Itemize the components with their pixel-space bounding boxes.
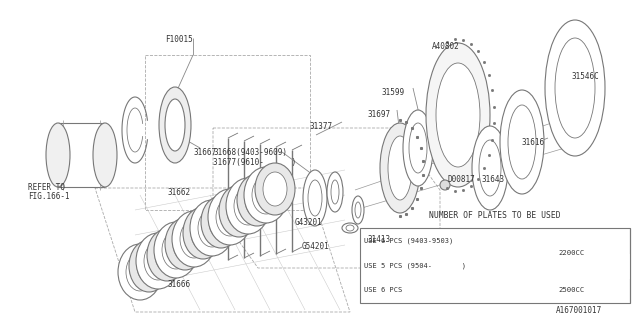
- Ellipse shape: [388, 136, 412, 200]
- Text: USE 6 PCS (9403-9503): USE 6 PCS (9403-9503): [364, 237, 453, 244]
- Text: USE 5 PCS (9504-       ): USE 5 PCS (9504- ): [364, 262, 466, 269]
- Ellipse shape: [226, 178, 270, 234]
- Ellipse shape: [234, 187, 262, 225]
- Ellipse shape: [303, 170, 327, 226]
- Ellipse shape: [118, 244, 162, 300]
- Text: A167001017: A167001017: [556, 306, 602, 315]
- Ellipse shape: [46, 123, 70, 187]
- Ellipse shape: [409, 123, 427, 173]
- Ellipse shape: [472, 126, 508, 210]
- Ellipse shape: [308, 180, 322, 216]
- Text: NUMBER OF PLATES TO BE USED: NUMBER OF PLATES TO BE USED: [429, 211, 561, 220]
- Ellipse shape: [355, 202, 361, 218]
- Ellipse shape: [227, 194, 251, 228]
- Ellipse shape: [216, 198, 244, 236]
- Ellipse shape: [237, 174, 277, 226]
- Ellipse shape: [165, 99, 185, 151]
- Ellipse shape: [555, 38, 595, 138]
- Ellipse shape: [180, 220, 208, 258]
- Text: 31677(9610-      ): 31677(9610- ): [213, 158, 296, 167]
- Bar: [360, 228, 630, 303]
- Text: 31668(9403-9609): 31668(9403-9609): [213, 148, 287, 157]
- Ellipse shape: [426, 43, 490, 187]
- Bar: [555, 253, 630, 277]
- Text: 31546C: 31546C: [572, 72, 600, 81]
- Ellipse shape: [144, 242, 172, 280]
- Ellipse shape: [331, 180, 339, 204]
- Ellipse shape: [155, 238, 179, 272]
- Text: G43201: G43201: [295, 218, 323, 227]
- Text: REFER TO: REFER TO: [28, 183, 65, 192]
- Text: 31666: 31666: [168, 280, 191, 289]
- Ellipse shape: [154, 222, 198, 278]
- Ellipse shape: [255, 163, 295, 215]
- Text: 31413: 31413: [368, 235, 391, 244]
- Ellipse shape: [162, 231, 190, 269]
- Ellipse shape: [159, 87, 191, 163]
- Text: USE 6 PCS: USE 6 PCS: [364, 287, 403, 293]
- Ellipse shape: [545, 20, 605, 156]
- Ellipse shape: [403, 110, 433, 186]
- Ellipse shape: [198, 209, 226, 247]
- Text: 31377: 31377: [310, 122, 333, 131]
- Text: 31697: 31697: [368, 110, 391, 119]
- Text: G54201: G54201: [302, 242, 330, 251]
- Ellipse shape: [93, 123, 117, 187]
- Text: 31662: 31662: [168, 188, 191, 197]
- Text: A40802: A40802: [432, 42, 460, 51]
- Ellipse shape: [263, 172, 287, 206]
- Ellipse shape: [172, 211, 216, 267]
- Text: 31643: 31643: [482, 175, 505, 184]
- Ellipse shape: [173, 227, 197, 261]
- Ellipse shape: [244, 167, 288, 223]
- Text: 2500CC: 2500CC: [558, 287, 585, 293]
- Ellipse shape: [380, 123, 420, 213]
- Ellipse shape: [500, 90, 544, 194]
- Text: 31667: 31667: [193, 148, 216, 157]
- Ellipse shape: [183, 207, 223, 259]
- Text: 31616: 31616: [522, 138, 545, 147]
- Ellipse shape: [137, 249, 161, 283]
- Ellipse shape: [440, 180, 450, 190]
- Ellipse shape: [508, 105, 536, 179]
- Text: 31599: 31599: [382, 88, 405, 97]
- Ellipse shape: [219, 185, 259, 237]
- Ellipse shape: [352, 196, 364, 224]
- Text: FIG.166-1: FIG.166-1: [28, 192, 70, 201]
- Text: 2200CC: 2200CC: [558, 250, 585, 256]
- Ellipse shape: [136, 233, 180, 289]
- Text: D00817: D00817: [447, 175, 475, 184]
- Ellipse shape: [479, 140, 501, 196]
- Ellipse shape: [201, 196, 241, 248]
- Ellipse shape: [165, 218, 205, 270]
- Ellipse shape: [191, 216, 215, 250]
- Ellipse shape: [346, 225, 354, 231]
- Ellipse shape: [208, 189, 252, 245]
- Ellipse shape: [147, 229, 187, 281]
- Ellipse shape: [436, 63, 480, 167]
- Ellipse shape: [190, 200, 234, 256]
- Ellipse shape: [129, 240, 169, 292]
- Ellipse shape: [245, 183, 269, 217]
- Ellipse shape: [252, 176, 280, 214]
- Ellipse shape: [209, 205, 233, 239]
- Ellipse shape: [342, 223, 358, 233]
- Ellipse shape: [327, 172, 343, 212]
- Text: F10015: F10015: [165, 35, 193, 44]
- Ellipse shape: [126, 253, 154, 291]
